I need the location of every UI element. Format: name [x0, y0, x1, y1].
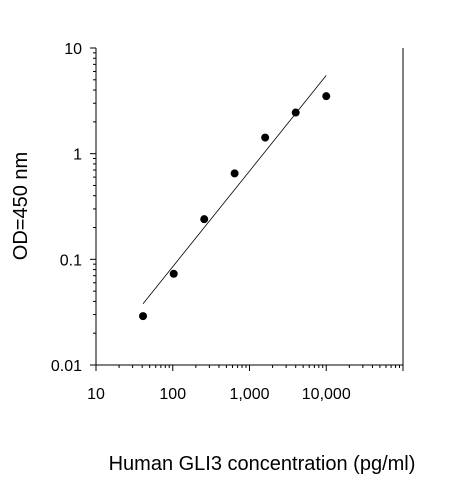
chart-ticks: 0.01 0.1 1 10 10 100 1,000 10,000: [51, 41, 404, 403]
y-axis-title: OD=450 nm: [10, 152, 32, 260]
y-tick-label: 10: [64, 41, 82, 58]
data-point: [200, 215, 209, 224]
x-tick-label: 100: [159, 386, 186, 403]
fit-line: [142, 75, 327, 304]
x-tick-label: 1,000: [229, 386, 269, 403]
x-axis-title: Human GLI3 concentration (pg/ml): [109, 453, 416, 475]
y-tick-label: 0.1: [60, 252, 82, 269]
data-point: [139, 312, 148, 321]
data-points: [139, 92, 331, 321]
x-tick-label: 10: [87, 386, 105, 403]
x-tick-label: 10,000: [302, 386, 351, 403]
y-tick-label: 0.01: [51, 358, 82, 375]
data-point: [322, 92, 331, 101]
data-point: [261, 133, 270, 142]
data-point: [169, 269, 178, 278]
data-point: [230, 169, 239, 178]
data-point: [291, 108, 300, 117]
y-tick-label: 1: [73, 147, 82, 164]
fit-line-group: [142, 75, 327, 304]
